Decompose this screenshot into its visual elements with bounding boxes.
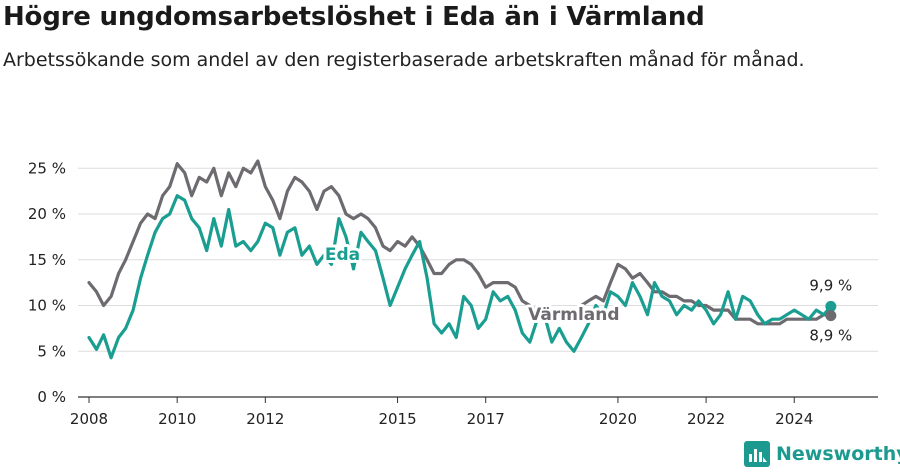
end-value-label-eda: 9,9 % <box>809 276 852 294</box>
brand: Newsworthy <box>744 441 900 467</box>
brand-name: Newsworthy <box>776 443 900 465</box>
x-tick-label: 2012 <box>246 410 284 428</box>
x-tick-label: 2024 <box>775 410 813 428</box>
end-marker-eda <box>825 300 837 312</box>
y-tick-label: 15 % <box>28 251 66 269</box>
page-subtitle: Arbetssökande som andel av den registerb… <box>3 49 805 71</box>
x-tick-label: 2017 <box>467 410 505 428</box>
series-label-eda: Eda <box>325 245 360 265</box>
y-tick-label: 10 % <box>28 297 66 315</box>
page-title: Högre ungdomsarbetslöshet i Eda än i Vär… <box>3 2 705 32</box>
series-label-varmland: Värmland <box>528 305 619 325</box>
end-marker-varmland <box>825 310 837 322</box>
x-tick-label: 2015 <box>378 410 416 428</box>
x-tick-label: 2022 <box>687 410 725 428</box>
x-tick-label: 2010 <box>158 410 196 428</box>
y-tick-label: 5 % <box>37 342 66 360</box>
y-tick-label: 20 % <box>28 205 66 223</box>
y-tick-label: 25 % <box>28 159 66 177</box>
series-line-varmland <box>87 159 833 326</box>
end-value-label-varmland: 8,9 % <box>809 327 852 345</box>
newsworthy-logo-icon <box>744 441 770 467</box>
y-tick-label: 0 % <box>37 388 66 406</box>
series-line-eda <box>87 194 833 360</box>
x-tick-label: 2008 <box>70 410 108 428</box>
x-tick-label: 2020 <box>599 410 637 428</box>
